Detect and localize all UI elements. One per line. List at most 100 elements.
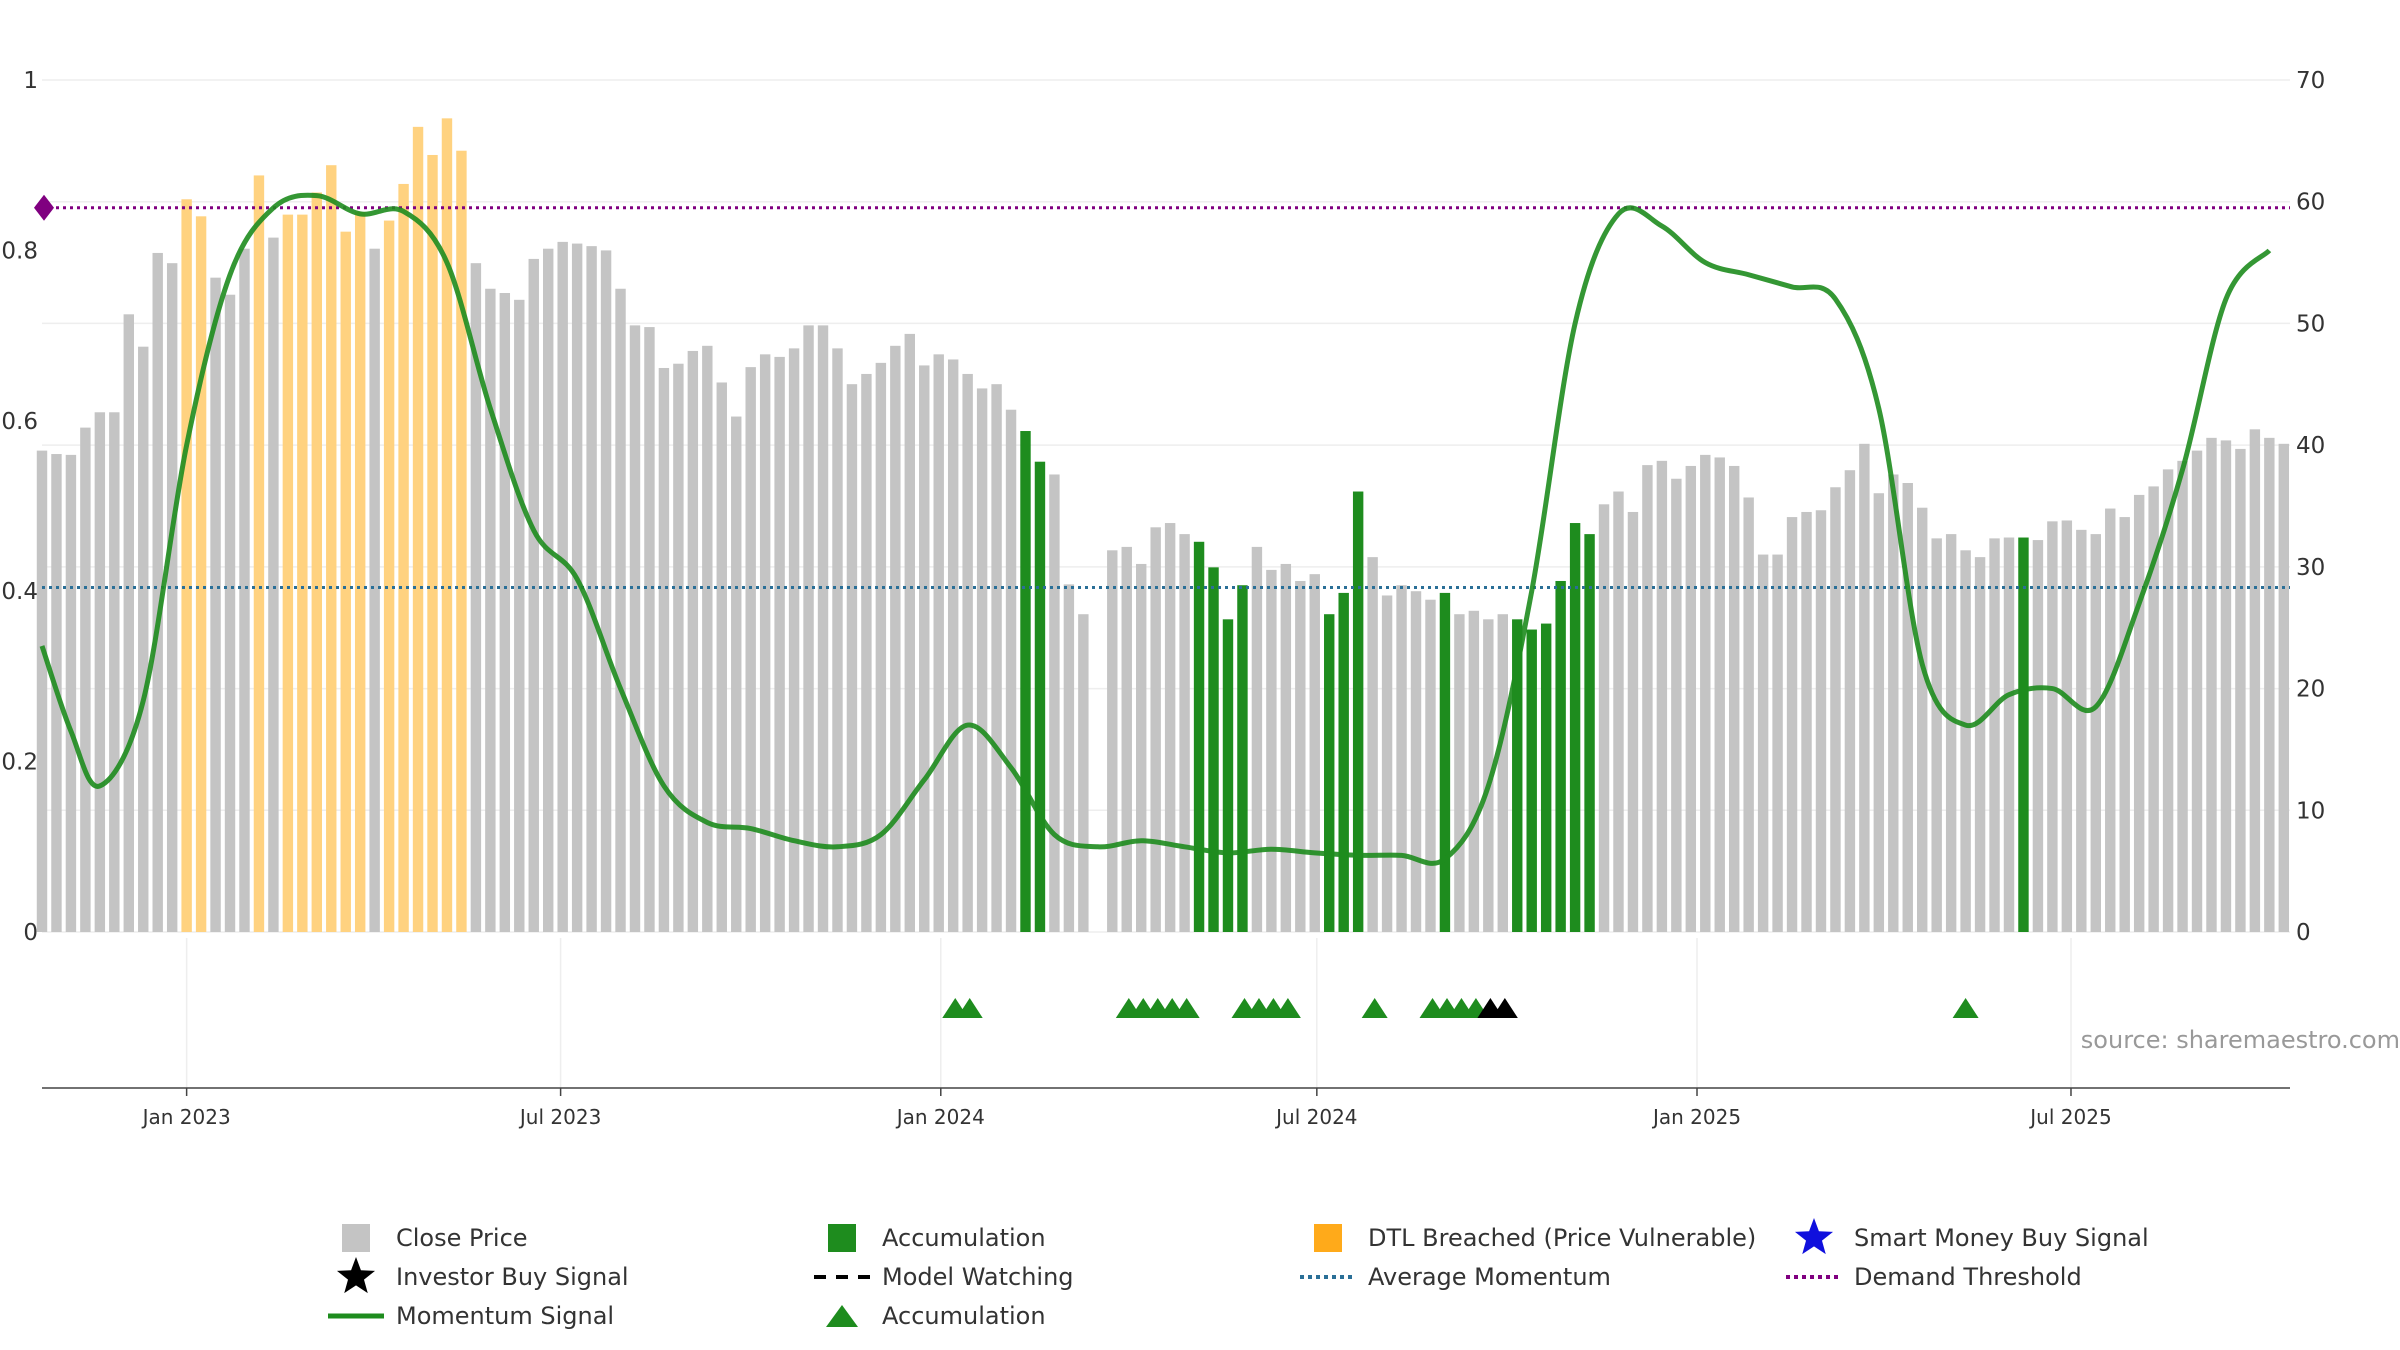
price-bar — [166, 263, 178, 932]
accumulation-marker — [1952, 998, 1979, 1018]
price-bar — [1989, 538, 2000, 932]
price-bar — [817, 325, 829, 933]
price-bar — [138, 346, 149, 932]
price-bar — [1743, 497, 1754, 932]
price-bar — [1873, 493, 1885, 932]
price-bar — [1917, 507, 1928, 932]
price-bar — [1945, 534, 1957, 932]
price-bar — [2018, 537, 2029, 932]
price-bar — [1454, 614, 1465, 932]
right-tick-label: 0 — [2296, 920, 2311, 946]
price-bar — [586, 246, 597, 932]
price-bar — [1338, 592, 1349, 932]
avgmom-legend-label: Average Momentum — [1368, 1263, 1611, 1291]
signal-markers — [942, 998, 1979, 1018]
price-bar — [629, 325, 641, 933]
price-bar — [2278, 443, 2290, 932]
price-bar — [456, 150, 467, 932]
price-bar — [1497, 614, 1508, 932]
price-bar — [1888, 474, 1899, 932]
price-bar — [1960, 550, 1971, 932]
price-bar — [1439, 592, 1451, 932]
price-bar — [673, 363, 684, 932]
price-bar — [644, 327, 655, 933]
price-bar — [976, 388, 988, 932]
price-bar — [1020, 431, 1031, 932]
price-bar — [2191, 450, 2203, 932]
x-tick-label: Jul 2025 — [2028, 1105, 2111, 1129]
price-bar — [1410, 591, 1422, 932]
price-bar — [1251, 546, 1263, 932]
price-bar — [1150, 527, 1161, 932]
price-bar — [1381, 595, 1393, 932]
price-bar — [1280, 563, 1292, 932]
price-bar — [2032, 540, 2044, 932]
right-tick-label: 30 — [2296, 555, 2325, 581]
price-bar — [1815, 510, 1827, 932]
x-tick-label: Jul 2024 — [1274, 1105, 1357, 1129]
price-bar — [1931, 538, 1942, 932]
price-bar — [65, 454, 77, 932]
price-bar — [1685, 465, 1697, 932]
accumulation-marker — [1361, 998, 1388, 1018]
price-bar — [1613, 491, 1624, 932]
left-tick-label: 0.6 — [1, 409, 38, 435]
price-bar — [441, 118, 453, 933]
price-bar — [1179, 534, 1190, 932]
price-bar — [745, 367, 756, 932]
price-bar — [1222, 619, 1234, 932]
price-bar — [1425, 599, 1436, 932]
price-bar — [1859, 443, 1870, 932]
price-bar — [152, 252, 163, 932]
accum_bar-legend-symbol — [828, 1224, 856, 1252]
price-bar — [485, 288, 496, 932]
price-bar — [1468, 610, 1480, 932]
price-bar — [861, 373, 872, 932]
left-tick-label: 0.4 — [1, 579, 38, 605]
price-bar — [1107, 550, 1118, 932]
price-bar — [1078, 614, 1089, 932]
price-bar — [80, 427, 91, 932]
price-bar — [1656, 460, 1668, 932]
price-bar — [340, 231, 351, 932]
source-annotation: source: sharemaestro.com — [2081, 1026, 2400, 1054]
price-bar — [326, 165, 337, 932]
price-bar — [2133, 494, 2145, 932]
price-bar — [846, 384, 858, 932]
left-tick-label: 1 — [23, 68, 38, 94]
smart-legend-label: Smart Money Buy Signal — [1854, 1224, 2149, 1252]
price-bar — [1049, 474, 1060, 932]
price-bar — [2162, 469, 2174, 932]
accum_tri-legend-symbol — [826, 1305, 858, 1327]
smart-legend-symbol — [1794, 1218, 1834, 1255]
price-bar — [600, 250, 612, 932]
price-bar — [2235, 448, 2246, 932]
price-bar — [1193, 541, 1205, 932]
price-bar — [1295, 580, 1306, 932]
price-bar — [224, 294, 236, 933]
price-bar — [658, 367, 670, 932]
price-bar — [210, 277, 221, 932]
axes: Jan 2023 Jul 2023 Jan 2024 Jul 2024 Jan 2025… — [1, 68, 2325, 1129]
price-bar — [2177, 460, 2188, 932]
price-bar — [1237, 585, 1248, 932]
price-bar — [398, 183, 409, 933]
price-bar — [1555, 580, 1566, 932]
right-tick-label: 70 — [2296, 68, 2325, 94]
price-bar — [528, 258, 539, 932]
x-tick-label: Jul 2023 — [518, 1105, 601, 1129]
price-bar — [195, 216, 207, 932]
price-bar — [239, 248, 250, 933]
price-bar — [832, 348, 843, 932]
price-bar — [2061, 520, 2073, 932]
momentum-signal-line — [39, 192, 2272, 866]
right-tick-label: 50 — [2296, 311, 2325, 337]
price-bar — [94, 412, 106, 932]
price-bar — [1164, 523, 1176, 932]
price-bar — [1728, 465, 1740, 932]
legend: Close Price Accumulation DTL Breached (Pri… — [328, 1218, 2149, 1330]
price-bar — [1627, 511, 1639, 932]
price-bar — [1526, 629, 1537, 932]
price-bar — [543, 248, 554, 933]
